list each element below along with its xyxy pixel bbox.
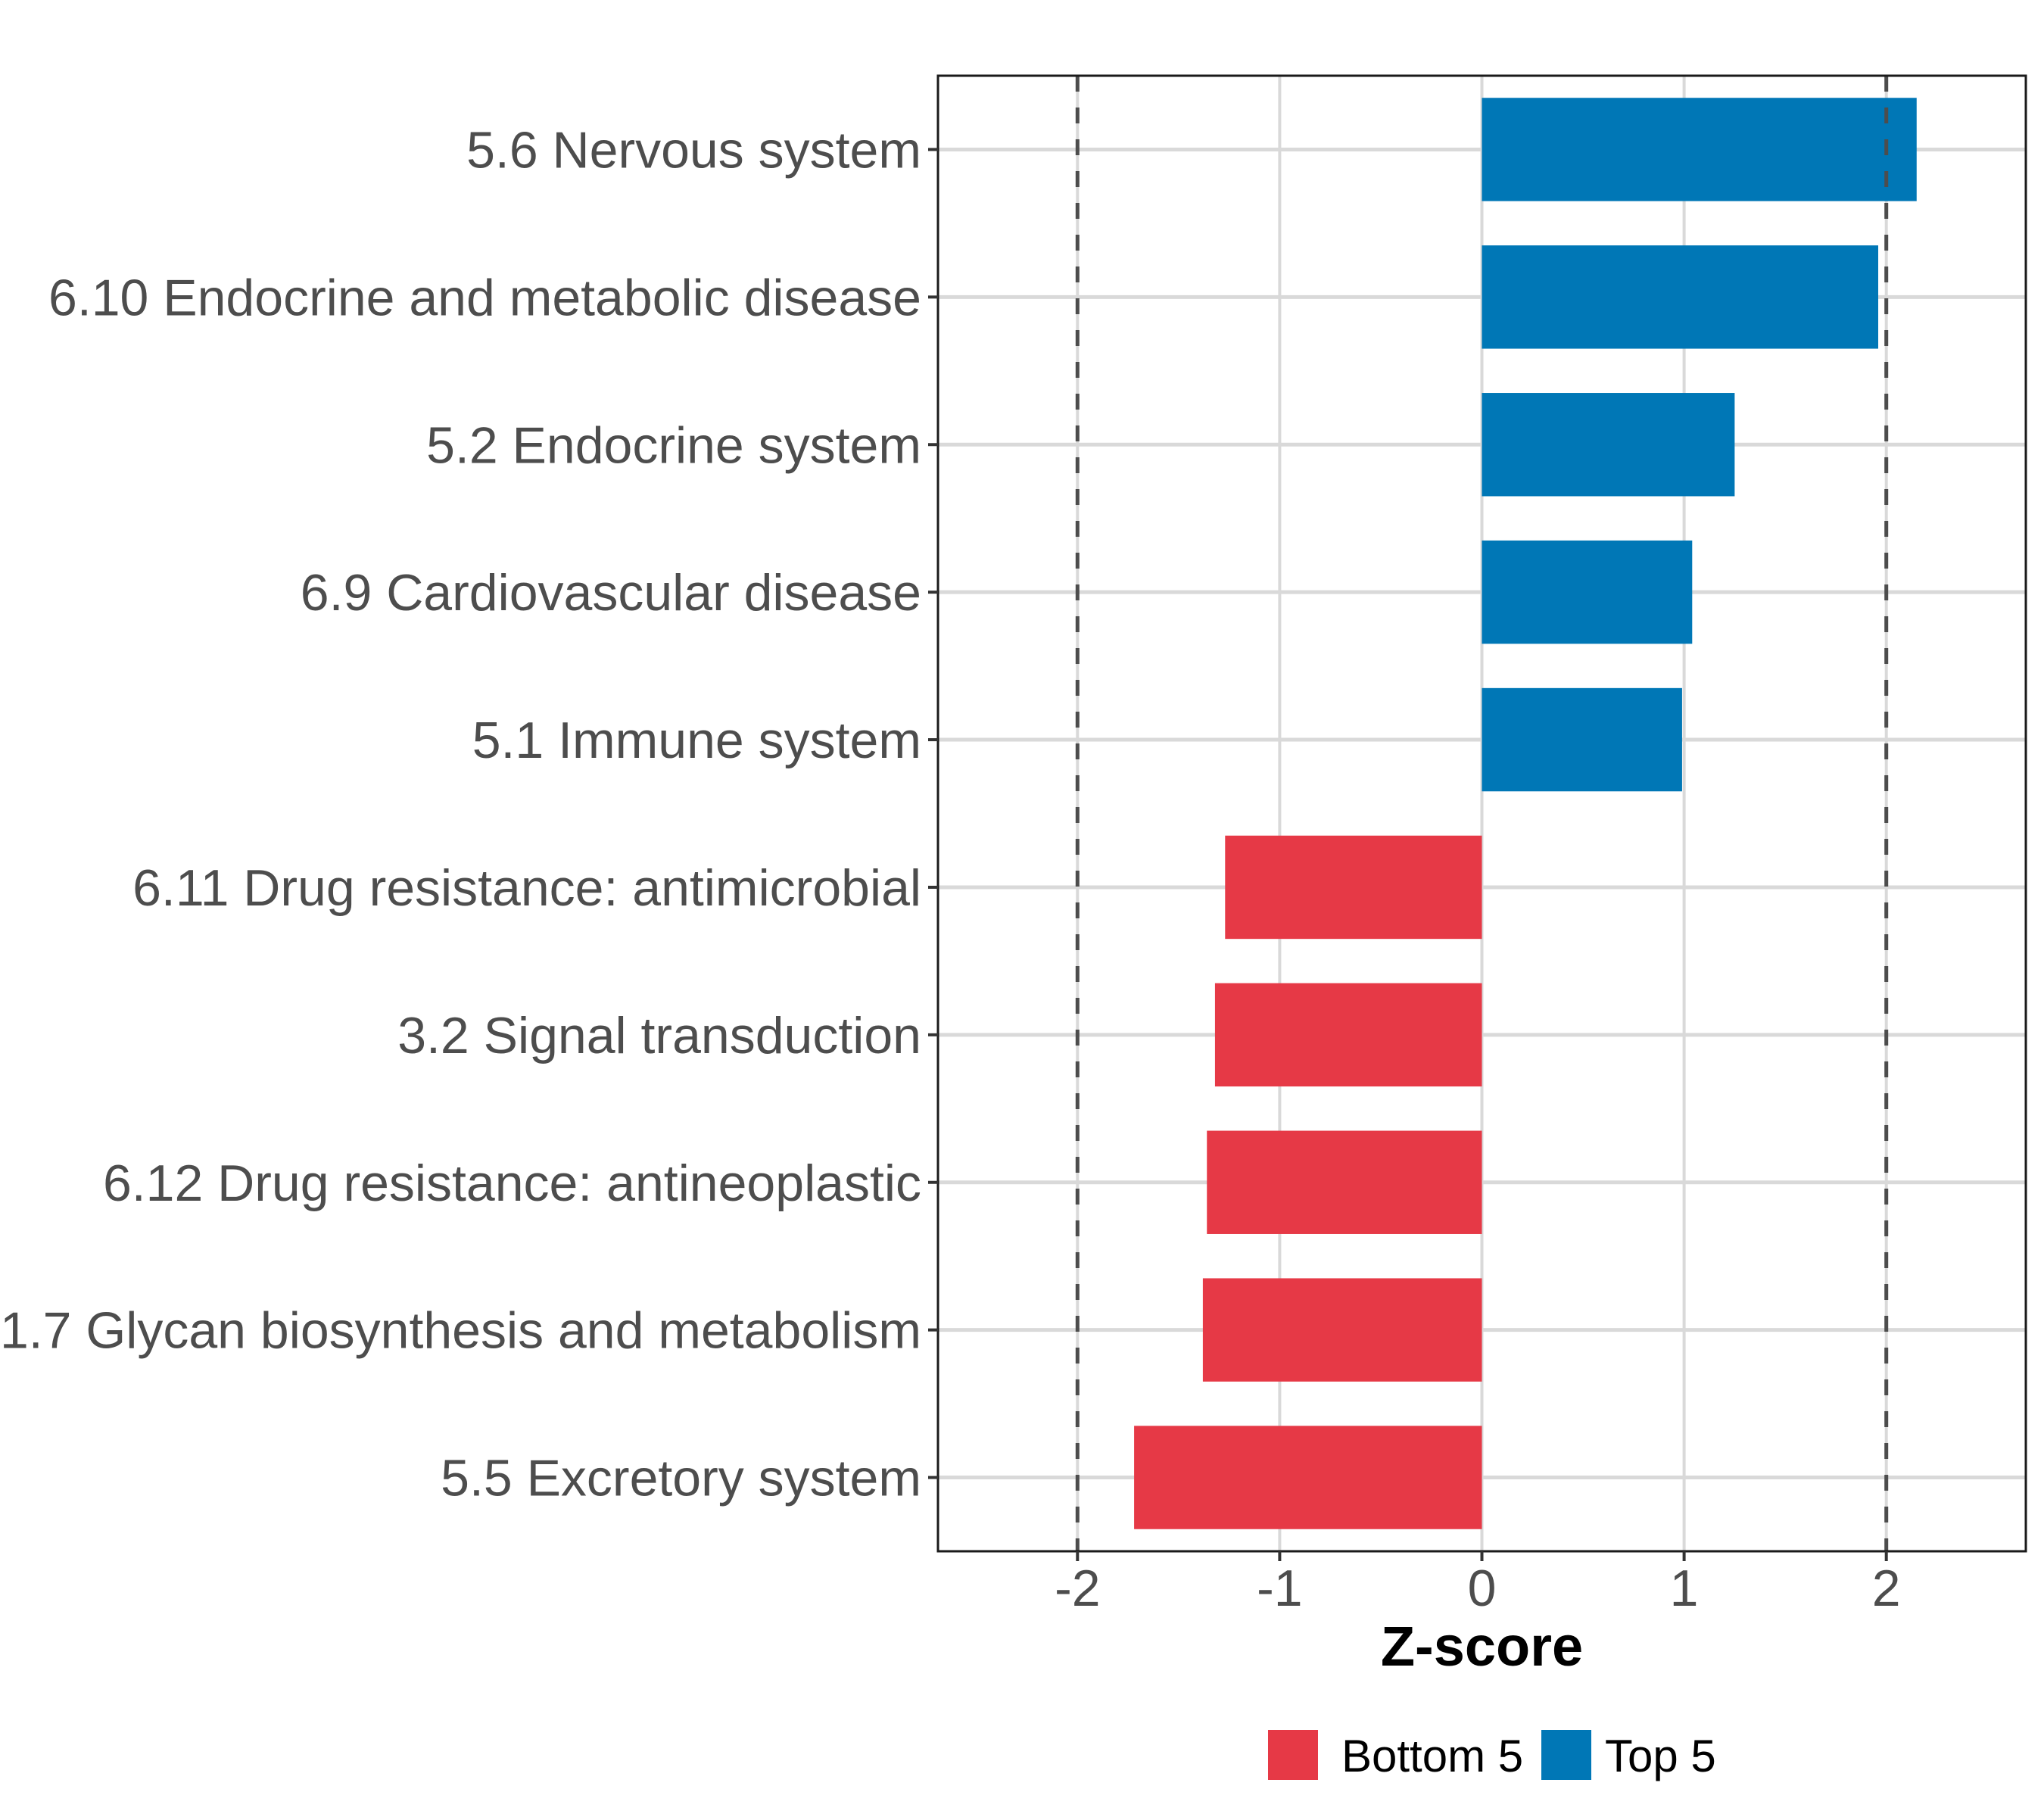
- bar-bottom-5: [1225, 835, 1482, 940]
- y-axis-label: 5.6 Nervous system: [466, 121, 921, 179]
- y-axis-labels: 5.6 Nervous system 6.10 Endocrine and met…: [0, 121, 921, 1507]
- x-axis-labels: -2 -1 0 1 2: [1055, 1560, 1901, 1617]
- y-axis-label: 3.2 Signal transduction: [397, 1007, 921, 1064]
- legend-label-top-5: Top 5: [1605, 1731, 1716, 1781]
- x-tick-label: 0: [1468, 1560, 1497, 1617]
- legend-key-bottom-5: [1268, 1730, 1318, 1780]
- y-axis-ticks: [928, 148, 938, 1479]
- y-axis-label: 6.9 Cardiovascular disease: [301, 564, 921, 622]
- legend-key-top-5: [1541, 1730, 1591, 1780]
- x-axis-title: Z-score: [1381, 1615, 1583, 1678]
- y-axis-label: 5.2 Endocrine system: [426, 416, 921, 474]
- x-tick-label: 2: [1872, 1560, 1901, 1617]
- bars: [1134, 98, 1917, 1529]
- bar-top-0: [1482, 98, 1917, 201]
- x-tick-label: -2: [1055, 1560, 1100, 1617]
- bar-top-3: [1482, 540, 1693, 644]
- bar-bottom-6: [1214, 983, 1482, 1087]
- y-axis-label: 6.10 Endocrine and metabolic disease: [48, 269, 921, 326]
- y-axis-label: 5.1 Immune system: [472, 712, 921, 769]
- y-axis-label: 1.7 Glycan biosynthesis and metabolism: [0, 1302, 921, 1360]
- bar-bottom-9: [1134, 1426, 1482, 1529]
- legend-label-bottom-5: Bottom 5: [1341, 1731, 1523, 1781]
- bar-top-4: [1482, 687, 1682, 792]
- bar-top-1: [1482, 245, 1879, 349]
- legend: Bottom 5 Top 5: [1268, 1730, 1716, 1781]
- bar-bottom-8: [1202, 1278, 1482, 1382]
- x-tick-label: -1: [1257, 1560, 1302, 1617]
- bar-top-2: [1482, 393, 1735, 497]
- y-axis-label: 6.11 Drug resistance: antimicrobial: [132, 859, 921, 917]
- x-axis-ticks: [1076, 1551, 1888, 1561]
- bar-bottom-7: [1207, 1130, 1482, 1234]
- y-axis-label: 6.12 Drug resistance: antineoplastic: [103, 1155, 921, 1212]
- x-tick-label: 1: [1670, 1560, 1699, 1617]
- reference-lines: [1075, 76, 1889, 1551]
- y-axis-label: 5.5 Excretory system: [441, 1450, 921, 1507]
